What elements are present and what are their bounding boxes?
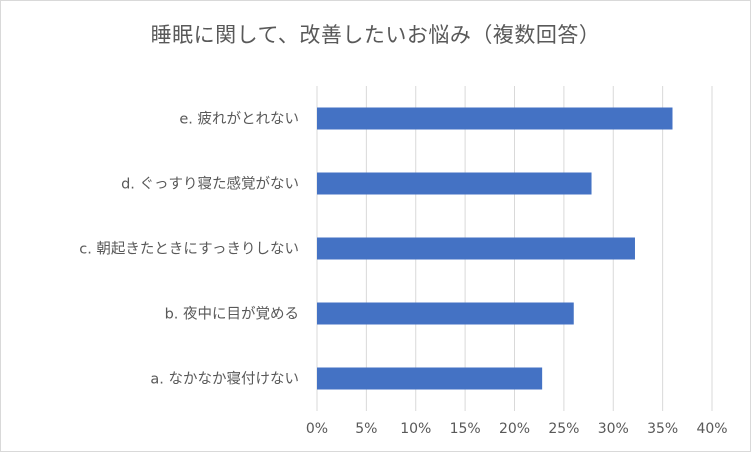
x-tick-label: 40% <box>696 421 727 437</box>
bar <box>317 107 673 130</box>
bar <box>317 237 635 260</box>
category-labels: e. 疲れがとれない d. ぐっすり寝た感覚がない c. 朝起きたときにすっきりしな… <box>79 111 299 388</box>
category-label: c. 朝起きたときにすっきりしない <box>79 241 299 258</box>
x-tick-label: 20% <box>499 421 530 437</box>
category-label: e. 疲れがとれない <box>179 111 299 128</box>
bar <box>317 367 543 390</box>
category-label: a. なかなか寝付けない <box>150 370 299 388</box>
bar <box>317 172 592 195</box>
bars <box>317 107 673 390</box>
x-tick-label: 30% <box>598 421 629 437</box>
bar <box>317 302 574 325</box>
x-tick-label: 25% <box>548 421 579 437</box>
x-tick-label: 5% <box>355 421 377 437</box>
x-tick-label: 0% <box>306 421 328 437</box>
x-tick-label: 10% <box>400 421 431 437</box>
category-label: d. ぐっすり寝た感覚がない <box>121 175 299 193</box>
chart-title: 睡眠に関して、改善したいお悩み（複数回答） <box>150 23 601 47</box>
category-label: b. 夜中に目が覚める <box>165 306 299 323</box>
x-tick-label: 35% <box>647 421 678 437</box>
x-axis-ticks: 0% 5% 10% 15% 20% 25% 30% 35% 40% <box>306 421 728 437</box>
x-tick-label: 15% <box>450 421 481 437</box>
